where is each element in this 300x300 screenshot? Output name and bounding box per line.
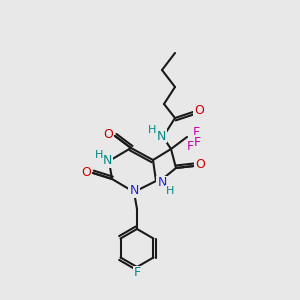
Text: N: N: [157, 176, 167, 190]
Text: N: N: [129, 184, 139, 197]
Text: O: O: [103, 128, 113, 142]
Text: H: H: [148, 125, 156, 135]
Text: H: H: [166, 186, 174, 196]
Text: N: N: [102, 154, 112, 167]
Text: O: O: [194, 103, 204, 116]
Text: F: F: [192, 127, 200, 140]
Text: O: O: [195, 158, 205, 172]
Text: F: F: [194, 136, 201, 148]
Text: F: F: [186, 140, 194, 154]
Text: N: N: [156, 130, 166, 142]
Text: H: H: [95, 150, 103, 160]
Text: F: F: [134, 266, 141, 280]
Text: O: O: [81, 166, 91, 178]
